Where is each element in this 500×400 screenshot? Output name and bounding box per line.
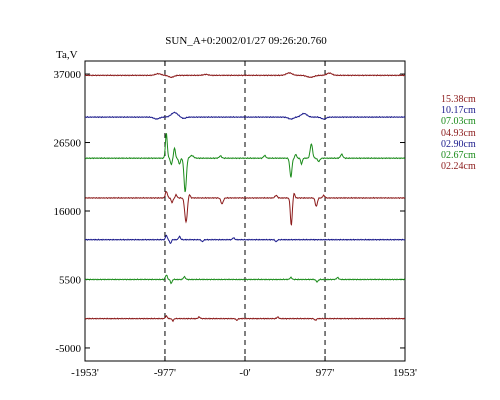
legend: 15.38cm 10.17cm 07.03cm 04.93cm 02.90cm 02.67…	[441, 94, 497, 172]
legend-entry: 02.90cm	[441, 138, 476, 150]
x-tick-label: -1953'	[71, 367, 99, 379]
y-tick-label: 5500	[59, 274, 82, 286]
legend-entry: 07.03cm	[441, 116, 476, 128]
y-tick-label: 26500	[54, 138, 82, 150]
axis-ticks: 37000 26500 16000 5500 -5000 -1953' -977' -0' 97…	[54, 61, 417, 379]
legend-entry: 15.38cm	[441, 94, 476, 105]
y-tick-label: 16000	[54, 206, 82, 218]
series-line-02-24cm	[84, 314, 406, 323]
legend-entry: 02.24cm	[441, 161, 476, 173]
legend-entry: 02.67cm	[441, 150, 476, 162]
series-line-02-67cm	[84, 274, 406, 285]
y-tick-label: 37000	[54, 69, 82, 81]
y-tick-label: -5000	[55, 343, 81, 355]
y-axis-label: Ta,V	[56, 49, 78, 61]
x-tick-label: 977'	[316, 367, 335, 379]
x-tick-label: -977'	[154, 367, 176, 379]
series-line-02-90cm	[84, 234, 406, 245]
series-line-04-93cm	[84, 190, 405, 226]
series-line-15-38cm	[84, 71, 406, 79]
x-tick-label: 1953'	[393, 367, 417, 379]
legend-entry: 04.93cm	[441, 127, 476, 139]
chart-title: SUN_A+0:2002/01/27 09:26:20.760	[165, 35, 327, 47]
dashed-reference-lines	[164, 61, 326, 361]
series-line-07-03cm	[84, 133, 406, 193]
x-tick-label: -0'	[239, 367, 250, 379]
series-line-10-17cm	[84, 111, 406, 120]
legend-entry: 10.17cm	[441, 105, 476, 117]
series-lines	[84, 71, 406, 323]
